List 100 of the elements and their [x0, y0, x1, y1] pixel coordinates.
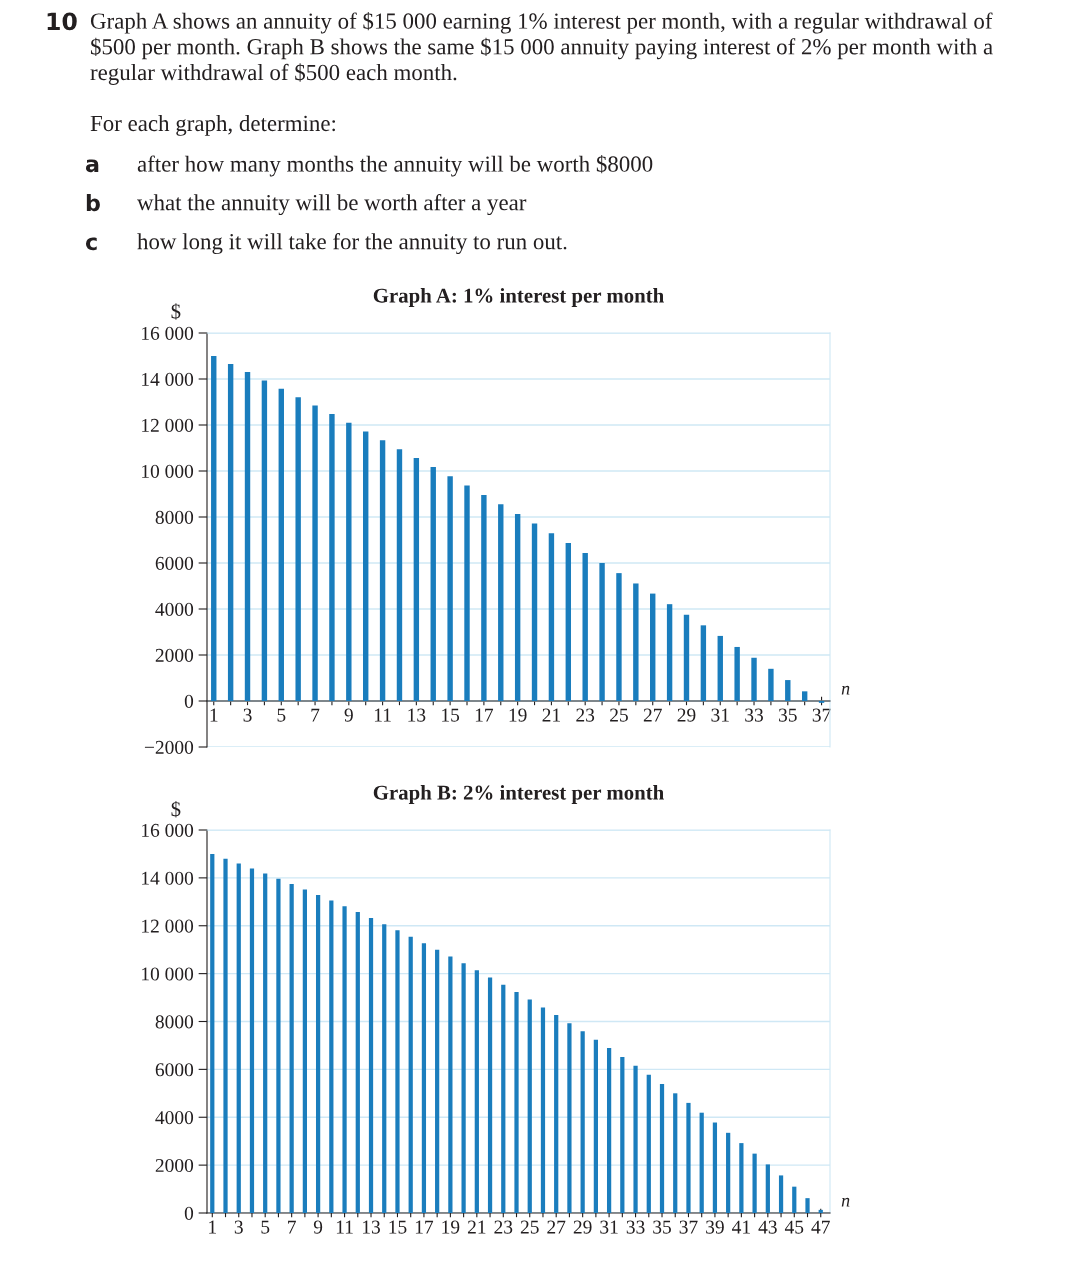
bar	[448, 956, 453, 1213]
x-tick-label: 31	[711, 708, 729, 722]
x-tick-label: 9	[344, 708, 353, 722]
bar	[223, 858, 228, 1213]
bar	[514, 992, 519, 1213]
bar	[580, 1031, 585, 1213]
x-tick-label: 17	[415, 1220, 434, 1234]
y-tick-label: 6000	[155, 556, 194, 570]
bar	[261, 380, 268, 701]
bar	[599, 563, 605, 701]
y-axis-title: $	[171, 303, 181, 320]
bar	[487, 977, 493, 1213]
bar	[210, 853, 215, 1213]
bar	[765, 1164, 770, 1213]
x-tick-label: 11	[374, 708, 391, 722]
bar	[302, 889, 307, 1213]
x-tick-label: 29	[677, 708, 696, 722]
x-tick-label: 9	[313, 1220, 323, 1234]
bar	[712, 1122, 718, 1213]
text: c	[85, 237, 97, 251]
bar	[734, 646, 740, 701]
x-tick-label: 13	[363, 1220, 380, 1234]
bar	[363, 431, 369, 701]
x-tick-label: 23	[576, 708, 595, 722]
bar	[726, 1132, 731, 1213]
bar	[413, 458, 420, 701]
bar	[295, 397, 301, 701]
x-tick-label: 3	[243, 708, 252, 722]
bar	[481, 494, 487, 701]
y-tick-label: 8000	[155, 1015, 194, 1029]
bar	[805, 1198, 810, 1213]
bar	[315, 895, 321, 1213]
bar	[408, 936, 413, 1213]
bar	[792, 1186, 797, 1213]
x-tick-label: 1	[210, 708, 218, 722]
x-tick-label: 19	[442, 1220, 460, 1234]
y-tick-label: 8000	[155, 510, 194, 524]
y-tick-label: 6000	[155, 1063, 194, 1077]
x-tick-label: 29	[573, 1220, 592, 1234]
x-tick-label: 37	[812, 708, 831, 722]
x-tick-label: 21	[542, 708, 560, 722]
bar	[461, 963, 466, 1213]
bar	[329, 413, 335, 701]
y-axis-title: $	[171, 800, 181, 818]
y-tick-label: 16 000	[142, 823, 194, 837]
x-tick-label: 41	[732, 1220, 750, 1234]
x-tick-label: 43	[758, 1220, 777, 1234]
text: For each graph, determine:	[90, 115, 336, 136]
x-tick-label: 37	[679, 1220, 698, 1234]
y-tick-label: 4000	[155, 1111, 194, 1125]
y-tick-label: 14 000	[142, 871, 194, 885]
x-tick-label: 13	[408, 708, 426, 722]
x-tick-label: 11	[336, 1220, 353, 1234]
bar	[818, 1209, 823, 1213]
bar	[699, 1112, 704, 1213]
y-tick-label: 0	[184, 694, 194, 708]
bar	[540, 1007, 546, 1213]
bar	[312, 405, 318, 701]
bar	[739, 1143, 744, 1213]
bar	[752, 1153, 757, 1213]
bar	[633, 1065, 638, 1213]
bar	[244, 372, 251, 701]
bar	[717, 635, 723, 701]
x-tick-label: 5	[277, 708, 286, 722]
x-axis-title: n	[841, 685, 850, 695]
bar	[227, 364, 234, 701]
x-tick-label: 35	[779, 708, 797, 722]
x-tick-label: 33	[745, 708, 763, 722]
x-axis-title: n	[841, 1197, 850, 1207]
bar	[211, 356, 217, 701]
x-tick-label: 27	[643, 708, 662, 722]
x-tick-label: 7	[311, 708, 320, 722]
bar	[379, 440, 386, 701]
bar	[249, 868, 255, 1213]
bar	[527, 999, 532, 1213]
bar	[768, 668, 774, 701]
bar	[276, 878, 281, 1213]
bar	[498, 504, 504, 701]
x-tick-label: 3	[234, 1220, 243, 1234]
y-tick-label: 14 000	[142, 372, 194, 386]
x-tick-label: 31	[600, 1220, 618, 1234]
bar	[646, 1074, 651, 1213]
bar	[236, 863, 241, 1213]
bar	[329, 900, 334, 1213]
text: b	[86, 194, 100, 212]
bar	[435, 949, 440, 1213]
bar	[382, 924, 387, 1213]
bar	[368, 918, 374, 1213]
bar	[514, 514, 521, 701]
text: what the annuity will be worth after a year	[137, 194, 527, 216]
x-tick-label: 25	[520, 1220, 539, 1234]
bar	[342, 906, 347, 1213]
bar	[289, 884, 294, 1213]
y-tick-label: 2000	[155, 1158, 194, 1173]
bar	[395, 930, 400, 1213]
bar	[616, 573, 622, 701]
x-tick-label: 1	[209, 1220, 216, 1234]
x-tick-label: 15	[389, 1220, 407, 1234]
bar	[430, 467, 436, 701]
y-tick-label: 2000	[155, 648, 194, 662]
